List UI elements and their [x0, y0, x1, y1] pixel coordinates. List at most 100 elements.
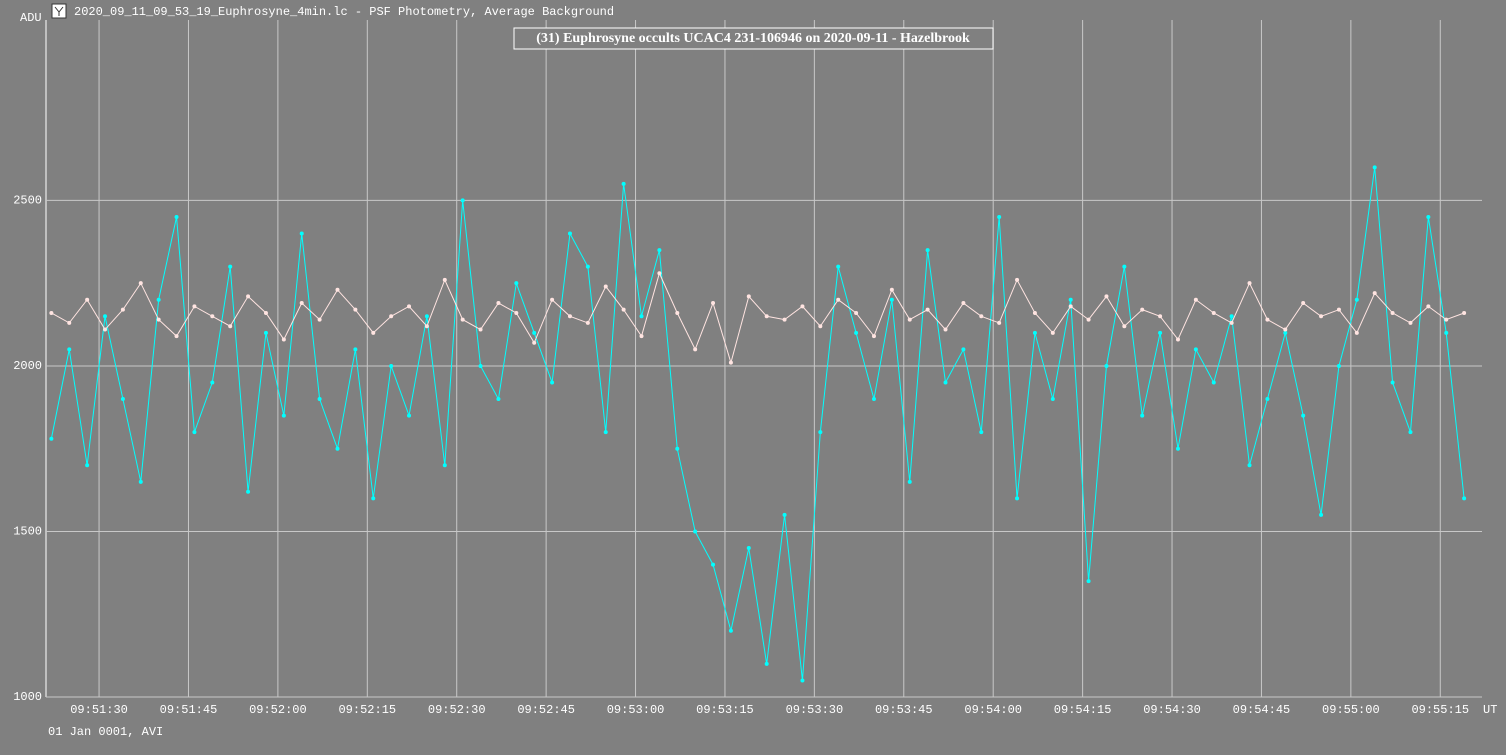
data-point	[389, 363, 394, 368]
data-point	[621, 181, 626, 186]
x-tick-label: 09:53:15	[696, 703, 754, 717]
data-point	[67, 320, 72, 325]
data-point	[836, 297, 841, 302]
data-point	[567, 314, 572, 319]
data-point	[532, 340, 537, 345]
data-point	[174, 334, 179, 339]
data-point	[585, 320, 590, 325]
x-tick-label: 09:53:45	[875, 703, 933, 717]
data-point	[585, 264, 590, 269]
data-point	[496, 301, 501, 306]
data-point	[675, 310, 680, 315]
data-point	[961, 301, 966, 306]
data-point	[997, 320, 1002, 325]
data-point	[818, 324, 823, 329]
data-point	[1050, 397, 1055, 402]
x-tick-label: 09:54:30	[1143, 703, 1201, 717]
data-point	[1390, 310, 1395, 315]
data-point	[335, 287, 340, 292]
data-point	[156, 317, 161, 322]
data-point	[460, 198, 465, 203]
chart-title: (31) Euphrosyne occults UCAC4 231-106946…	[536, 31, 970, 46]
data-point	[782, 317, 787, 322]
data-point	[353, 307, 358, 312]
data-point	[1229, 314, 1234, 319]
data-point	[1319, 512, 1324, 517]
y-tick-label: 2500	[13, 194, 42, 208]
data-point	[103, 327, 108, 332]
data-point	[192, 304, 197, 309]
data-point	[263, 310, 268, 315]
data-point	[335, 446, 340, 451]
app-icon-glyph	[54, 6, 64, 16]
data-point	[263, 330, 268, 335]
data-point	[371, 496, 376, 501]
data-point	[317, 317, 322, 322]
data-point	[1068, 297, 1073, 302]
data-point	[800, 678, 805, 683]
data-point	[1283, 330, 1288, 335]
data-point	[49, 436, 54, 441]
data-point	[979, 430, 984, 435]
data-point	[1158, 330, 1163, 335]
data-point	[156, 297, 161, 302]
data-point	[961, 347, 966, 352]
data-point	[120, 397, 125, 402]
data-point	[228, 324, 233, 329]
data-point	[1086, 317, 1091, 322]
data-point	[85, 297, 90, 302]
data-point	[997, 214, 1002, 219]
data-point	[1086, 579, 1091, 584]
data-point	[1211, 310, 1216, 315]
data-point	[228, 264, 233, 269]
series-line	[50, 167, 1465, 681]
data-point	[532, 330, 537, 335]
data-point	[639, 314, 644, 319]
series-line	[51, 271, 1465, 365]
data-point	[246, 489, 251, 494]
data-point	[1372, 291, 1377, 296]
data-point	[67, 347, 72, 352]
data-point	[138, 281, 143, 286]
data-point	[1104, 294, 1109, 299]
data-point	[818, 430, 823, 435]
x-tick-label: 09:54:00	[964, 703, 1022, 717]
data-point	[1015, 277, 1020, 282]
data-point	[1426, 214, 1431, 219]
x-axis-label: UT	[1483, 703, 1497, 717]
plot	[49, 165, 1467, 683]
data-point	[371, 330, 376, 335]
data-point	[174, 214, 179, 219]
data-point	[1193, 347, 1198, 352]
data-point	[657, 248, 662, 253]
data-point	[854, 330, 859, 335]
data-point	[621, 307, 626, 312]
data-point	[1122, 324, 1127, 329]
x-tick-label: 09:55:00	[1322, 703, 1380, 717]
data-point	[424, 314, 429, 319]
data-point	[192, 430, 197, 435]
data-point	[1140, 413, 1145, 418]
data-point	[925, 307, 930, 312]
data-point	[693, 347, 698, 352]
data-point	[943, 380, 948, 385]
data-point	[550, 380, 555, 385]
data-point	[389, 314, 394, 319]
data-point	[1462, 310, 1467, 315]
data-point	[1390, 380, 1395, 385]
data-point	[85, 463, 90, 468]
data-point	[603, 284, 608, 289]
x-tick-label: 09:54:45	[1233, 703, 1291, 717]
x-tick-label: 09:52:30	[428, 703, 486, 717]
data-point	[478, 327, 483, 332]
data-point	[514, 281, 519, 286]
data-point	[514, 310, 519, 315]
data-point	[1122, 264, 1127, 269]
data-point	[1283, 327, 1288, 332]
x-tick-label: 09:54:15	[1054, 703, 1112, 717]
data-point	[1301, 413, 1306, 418]
data-point	[1408, 320, 1413, 325]
data-point	[1354, 330, 1359, 335]
grid	[46, 20, 1482, 698]
